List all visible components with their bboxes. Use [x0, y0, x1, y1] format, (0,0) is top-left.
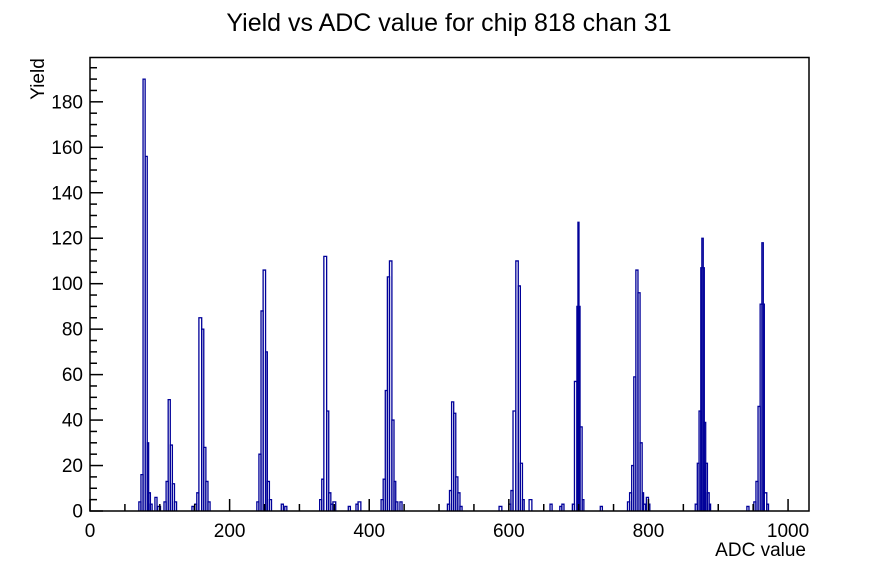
histogram-bar — [357, 501, 362, 511]
histogram-bar — [457, 492, 461, 511]
histogram-bar — [284, 505, 288, 511]
histogram-bar — [561, 503, 565, 511]
y-tick-label: 60 — [62, 365, 83, 386]
histogram-bar — [708, 503, 712, 511]
histogram-bar — [641, 492, 645, 511]
histogram-bar — [328, 492, 332, 511]
histogram-bar — [519, 462, 524, 511]
histogram-bar — [347, 505, 352, 511]
plot-title: Yield vs ADC value for chip 818 chan 31 — [226, 9, 671, 37]
histogram-bar — [154, 496, 158, 511]
histogram-bar — [146, 442, 150, 511]
histogram-bar — [701, 237, 704, 511]
histogram-bar — [147, 492, 152, 511]
histogram-bar — [528, 498, 533, 511]
x-axis-label: ADC value — [715, 540, 806, 561]
y-tick-label: 40 — [62, 411, 83, 432]
x-tick-label: 1000 — [767, 521, 809, 542]
y-tick-label: 100 — [51, 274, 83, 295]
histogram-bar — [393, 480, 397, 511]
y-tick-label: 120 — [51, 229, 83, 250]
histogram-bar — [205, 480, 209, 511]
y-tick-label: 140 — [51, 183, 83, 204]
y-axis-label: Yield — [28, 58, 49, 100]
axis-tick-labels: 0 200 400 600 800 1000 0 20 40 60 80 100 120 140 160 18… — [51, 92, 809, 542]
x-tick-label: 800 — [633, 521, 665, 542]
histogram-bar — [581, 498, 585, 511]
histogram-bar — [639, 442, 643, 511]
histogram-bar — [549, 503, 553, 511]
histogram-bar — [207, 501, 211, 511]
histogram-bar — [599, 505, 604, 511]
histogram-bar — [325, 410, 330, 511]
y-tick-label: 0 — [72, 502, 83, 523]
histogram-bar — [498, 505, 503, 511]
histogram-bar — [763, 492, 768, 511]
histogram-bar — [517, 285, 521, 511]
histogram-bar — [203, 446, 207, 511]
histogram-bar — [705, 462, 709, 511]
histogram-bar — [266, 480, 271, 511]
histogram-bar — [388, 260, 393, 511]
x-tick-label: 600 — [493, 521, 525, 542]
y-tick-label: 160 — [51, 138, 83, 159]
y-tick-label: 80 — [62, 320, 83, 341]
histogram-bar — [579, 426, 583, 511]
histogram-bar — [171, 483, 176, 511]
y-tick-label: 180 — [51, 92, 83, 113]
x-tick-label: 0 — [85, 521, 96, 542]
axis-ticks — [89, 66, 789, 512]
x-tick-label: 400 — [353, 521, 385, 542]
histogram-bar — [323, 255, 328, 511]
histogram-bar — [391, 419, 395, 511]
histogram-bar — [766, 503, 770, 511]
histogram-bar — [173, 501, 178, 511]
histogram-bar — [761, 242, 764, 511]
histogram-bar — [332, 501, 337, 511]
histogram-bar — [280, 503, 285, 511]
histogram-bar — [642, 503, 647, 511]
histogram-bar — [149, 503, 153, 511]
histogram-bar — [706, 492, 710, 511]
histogram-bar — [700, 267, 705, 511]
histogram-bar — [395, 501, 399, 511]
histogram-bar — [264, 351, 268, 511]
histogram-bar — [144, 155, 148, 511]
histogram-bar — [577, 221, 580, 511]
histogram-bar — [637, 292, 641, 511]
histogram-bar — [521, 498, 525, 511]
y-tick-label: 20 — [62, 456, 83, 477]
histogram-bar — [453, 412, 457, 511]
histogram-bar — [268, 498, 273, 511]
histogram-bar — [459, 505, 463, 511]
x-tick-label: 200 — [214, 521, 246, 542]
histogram-bar — [746, 505, 750, 511]
histogram-bars — [138, 78, 770, 511]
plot-frame — [89, 56, 810, 512]
histogram-bar — [201, 328, 205, 511]
histogram-bar — [169, 444, 174, 511]
histogram-bar — [399, 501, 403, 511]
